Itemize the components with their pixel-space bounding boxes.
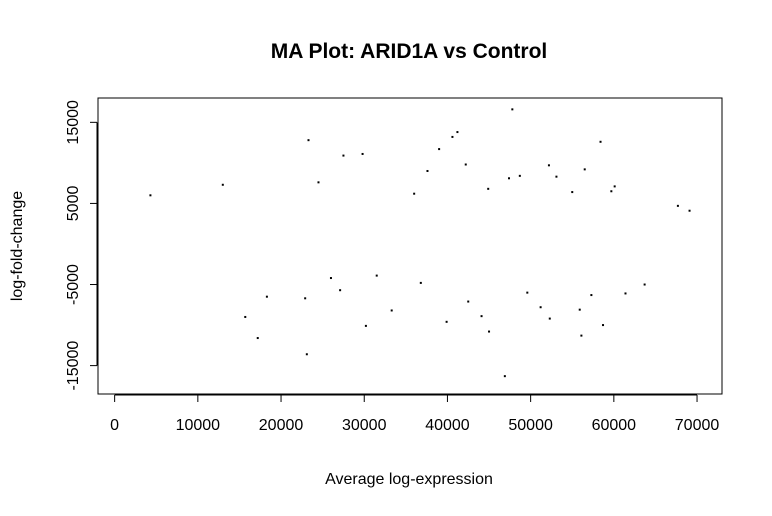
data-point [364,324,367,327]
data-point [467,300,470,303]
x-axis-label: Average log-expression [325,471,493,488]
data-point [413,192,416,195]
data-point [375,274,378,277]
y-tick-label: 15000 [65,100,82,145]
data-point [503,375,506,378]
data-point [583,168,586,171]
data-point [613,185,616,188]
data-point [555,175,558,178]
data-point [547,164,550,167]
data-point [548,317,551,320]
data-point [342,154,345,157]
data-point [149,194,152,197]
data-point [511,108,514,111]
data-point [456,131,459,134]
x-tick-label: 60000 [592,417,637,434]
data-point [445,320,448,323]
data-point [339,289,342,292]
data-point [518,174,521,177]
y-axis-label: log-fold-change [9,191,26,301]
data-points [149,108,691,378]
data-point [221,183,224,186]
data-point [624,292,627,295]
data-point [676,204,679,207]
data-point [265,295,268,298]
data-point [244,315,247,318]
data-point [526,291,529,294]
data-point [304,297,307,300]
data-point [317,181,320,184]
data-point [610,190,613,193]
x-tick-label: 0 [110,417,119,434]
x-tick-label: 70000 [675,417,720,434]
data-point [307,139,310,142]
data-point [329,277,332,280]
data-point [426,169,429,172]
data-point [599,140,602,143]
data-point [361,152,364,155]
x-tick-label: 10000 [176,417,221,434]
data-point [480,315,483,318]
x-axis: 0 10000 20000 30000 40000 50000 60000 70000 [110,394,720,434]
data-point [256,337,259,340]
y-tick-label: 5000 [65,186,82,222]
x-tick-label: 50000 [508,417,553,434]
data-point [508,177,511,180]
data-point [571,191,574,194]
data-point [451,135,454,138]
x-tick-label: 40000 [425,417,470,434]
y-tick-label: -15000 [65,341,82,391]
chart-title: MA Plot: ARID1A vs Control [271,40,548,63]
data-point [305,353,308,356]
data-point [590,294,593,297]
data-point [419,281,422,284]
data-point [580,334,583,337]
data-point [602,324,605,327]
data-point [643,283,646,286]
data-point [488,330,491,333]
data-point [390,309,393,312]
data-point [539,306,542,309]
plot-frame [97,97,723,395]
data-point [578,308,581,311]
y-tick-label: -5000 [65,264,82,305]
y-axis: -15000 -5000 5000 15000 [65,100,98,391]
x-tick-label: 20000 [259,417,304,434]
data-point [487,187,490,190]
data-point [688,209,691,212]
data-point [438,148,441,151]
x-tick-label: 30000 [342,417,387,434]
data-point [464,163,467,166]
